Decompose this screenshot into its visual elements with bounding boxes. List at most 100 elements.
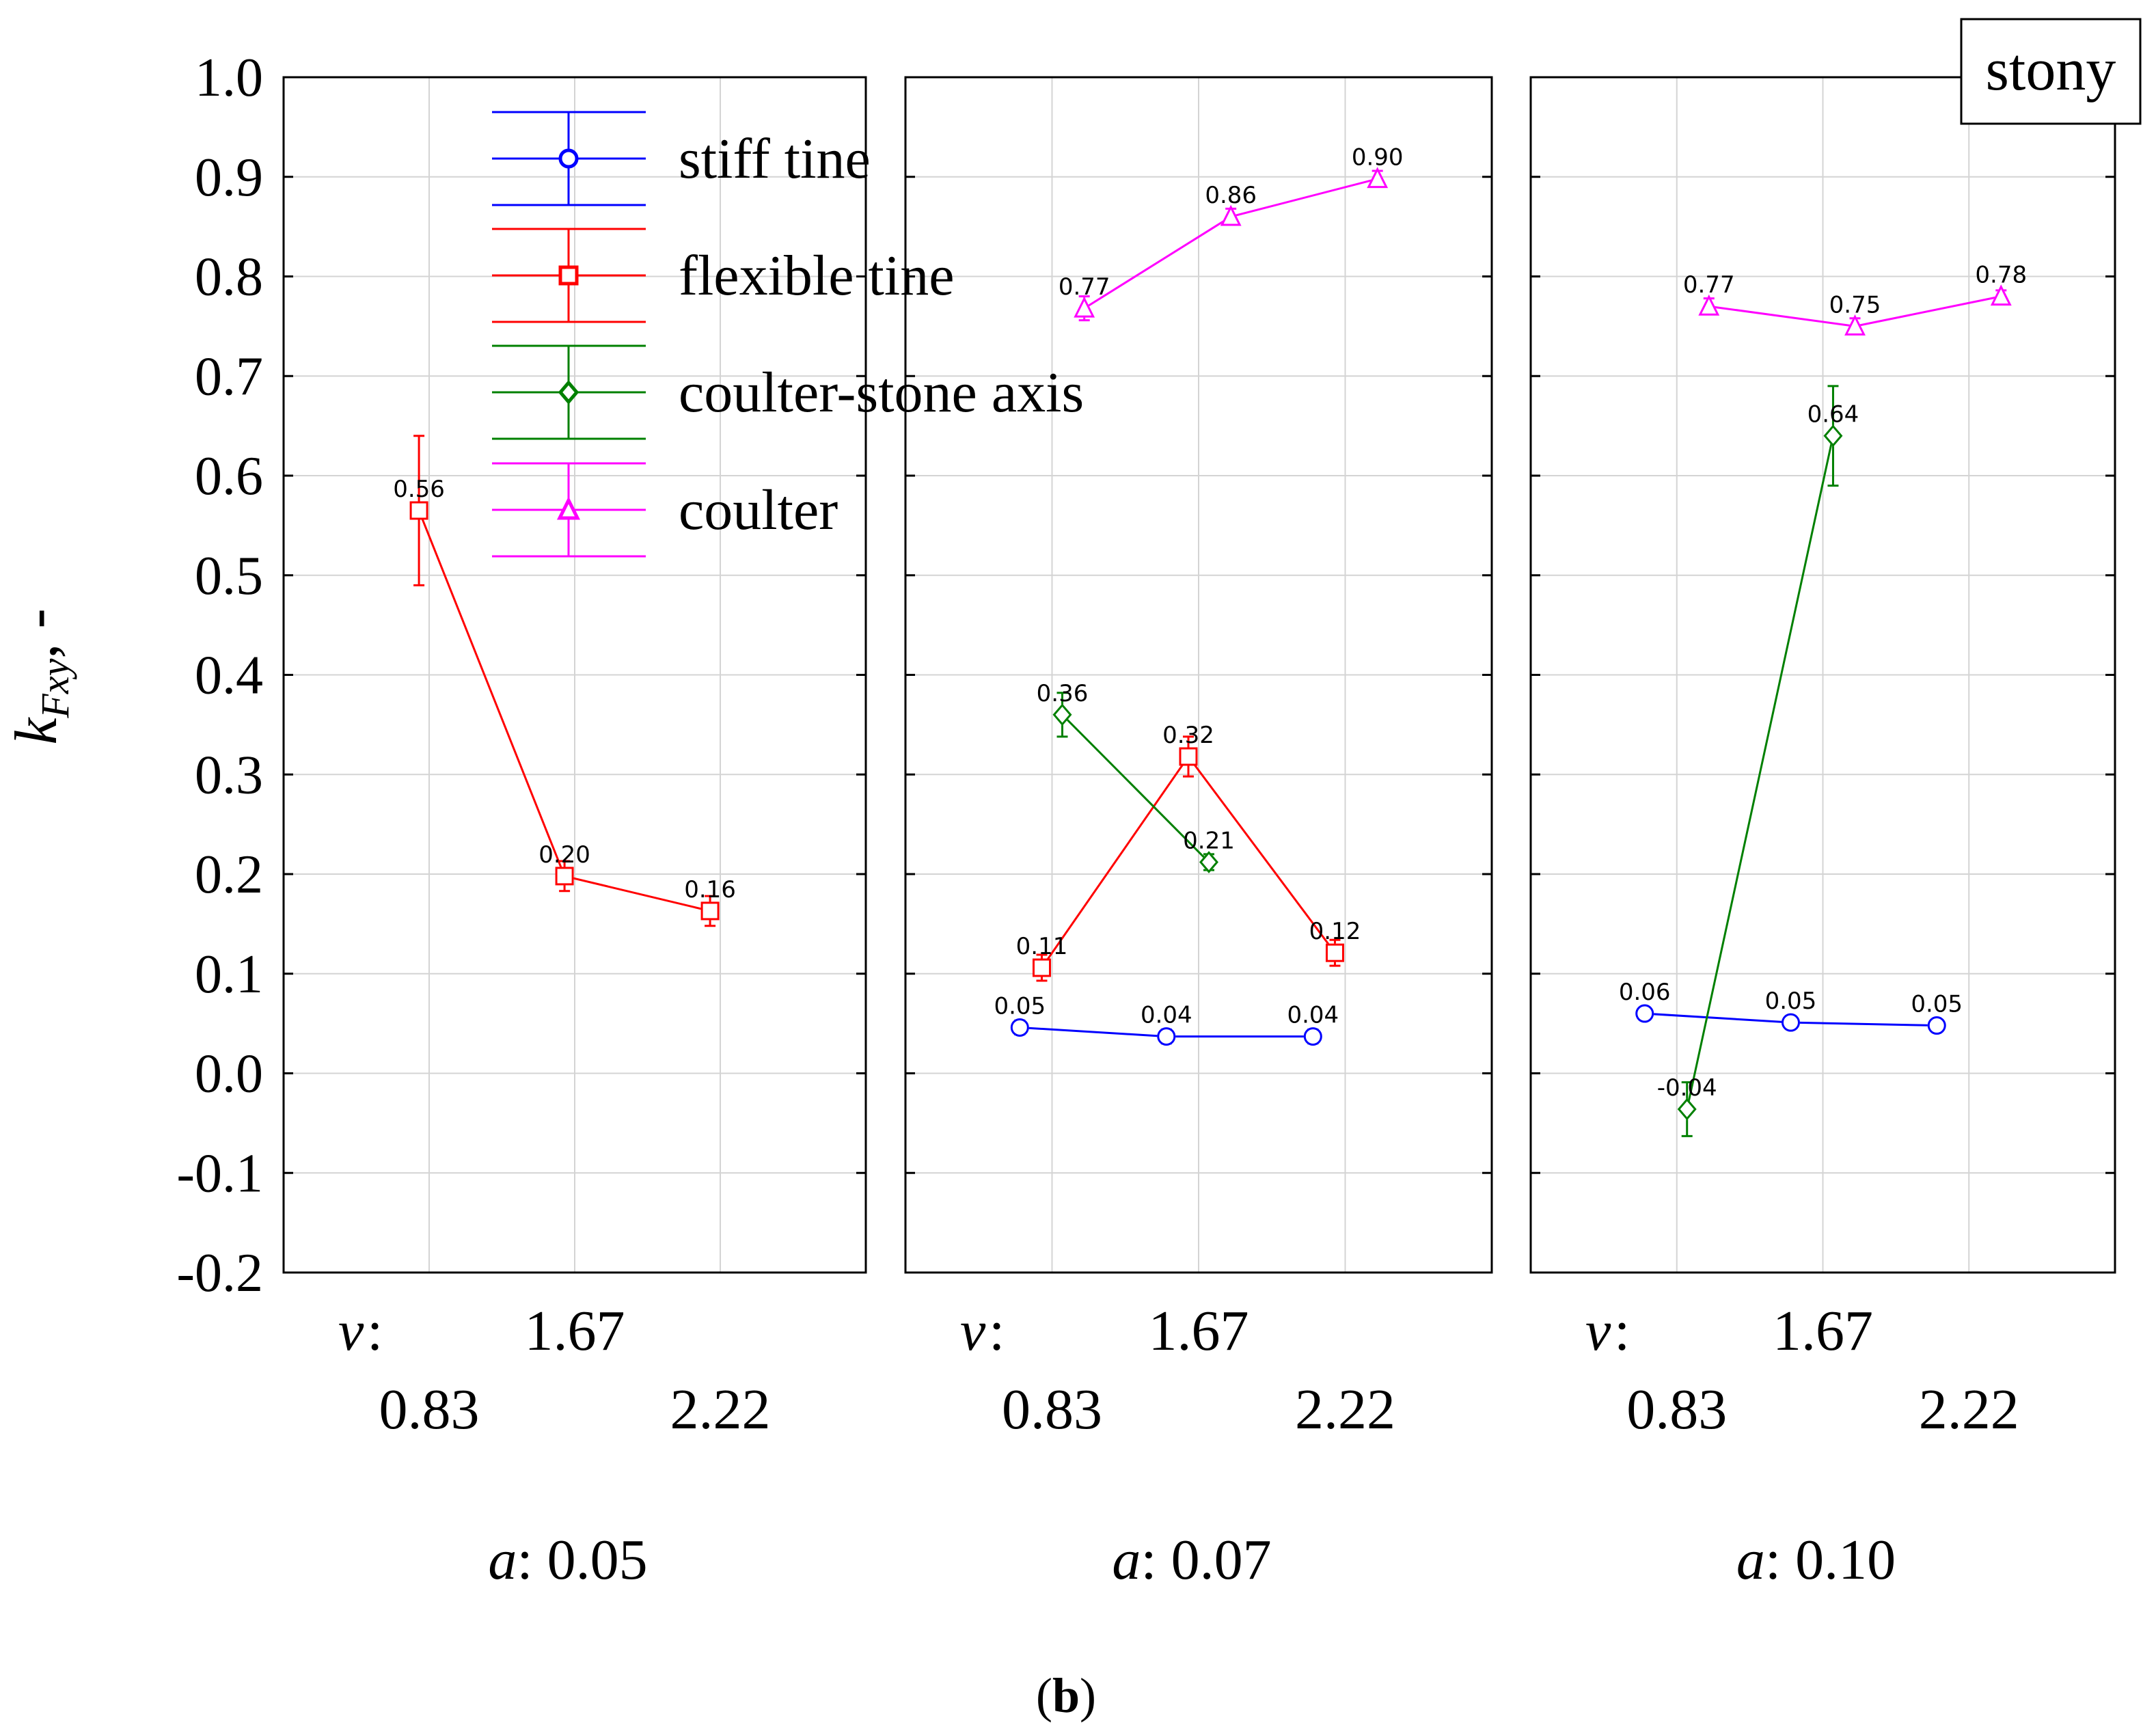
data-label: 0.04 <box>1141 1002 1192 1029</box>
data-point <box>1032 958 1051 977</box>
series-stiff-tine: 0.05 0.04 0.04 <box>994 992 1339 1046</box>
legend-item-2: flexible tine <box>492 228 955 323</box>
y-tick-label: 0.2 <box>195 845 263 905</box>
marker-bg <box>555 867 574 886</box>
marker-bg <box>1990 284 2012 306</box>
series-coulter: 0.77 0.86 0.90 <box>1059 144 1404 322</box>
y-tick-label: 0.1 <box>195 944 263 1005</box>
data-label: 0.11 <box>1016 933 1068 960</box>
marker-bg <box>1823 424 1843 448</box>
data-point <box>1199 851 1218 873</box>
legend-marker <box>556 496 581 520</box>
series-flexible-tine: 0.56 0.20 0.16 <box>393 435 736 927</box>
a-value: : 0.10 <box>1765 1528 1896 1592</box>
y-tick-label: -0.2 <box>176 1243 263 1303</box>
data-label: -0.04 <box>1657 1074 1717 1102</box>
y-axis-label-sub: Fxy <box>33 658 77 718</box>
v-colon: : <box>1614 1299 1630 1363</box>
data-point <box>1179 747 1198 766</box>
y-tick-label: 0.6 <box>195 446 263 506</box>
legend-label: coulter <box>679 478 838 542</box>
x-tick-label: 1.67 <box>1773 1299 1873 1363</box>
x-tick-label: 0.83 <box>1002 1378 1102 1441</box>
panel-1: 0.56 0.20 0.16 v: 1.67 0.83 2.22 a: 0.05 <box>282 76 867 1592</box>
data-point <box>409 501 428 520</box>
series-flexible-tine: 0.11 0.32 0.12 <box>1016 722 1361 982</box>
x-tick-label: 0.83 <box>379 1378 480 1441</box>
marker-bg <box>1074 296 1095 318</box>
data-label: 0.36 <box>1037 680 1089 707</box>
data-point <box>1220 204 1242 226</box>
panel-frame <box>282 76 867 1274</box>
data-label: 0.32 <box>1162 722 1214 749</box>
y-axis-label: kFxy, - <box>3 608 77 744</box>
data-label: 0.77 <box>1683 271 1735 299</box>
y-tick-label: 0.3 <box>195 745 263 805</box>
a-value: : 0.07 <box>1141 1528 1271 1592</box>
data-point <box>1844 314 1866 336</box>
legend: stiff tine flexible tine coulter-stone axi… <box>492 111 1084 558</box>
data-point <box>1635 1004 1654 1023</box>
marker-bg <box>1032 958 1051 977</box>
x-tick-label: 2.22 <box>1295 1378 1395 1441</box>
panel-frame <box>904 76 1493 1274</box>
data-label: 0.78 <box>1975 262 2027 289</box>
y-tick-label: 0.8 <box>195 247 263 308</box>
a-symbol: a <box>1736 1528 1765 1592</box>
data-point <box>1990 284 2012 306</box>
legend-marker <box>558 265 579 286</box>
a-symbol: a <box>488 1528 517 1592</box>
y-tick-label: 0.4 <box>195 646 263 706</box>
y-tick-label: 1.0 <box>195 48 263 108</box>
data-label: 0.06 <box>1619 979 1671 1006</box>
data-point <box>1052 703 1072 726</box>
y-tick-label: -0.1 <box>176 1143 263 1204</box>
a-label: a: 0.05 <box>488 1528 647 1592</box>
y-tick-label: 0.7 <box>195 346 263 407</box>
x-tick-label: 1.67 <box>525 1299 625 1363</box>
legend-label: stiff tine <box>679 127 871 191</box>
legend-item-1: stiff tine <box>492 111 871 206</box>
legend-item-3: coulter-stone axis <box>492 344 1084 440</box>
v-label: v <box>338 1299 364 1363</box>
data-point <box>555 867 574 886</box>
legend-marker <box>558 148 579 169</box>
x-tick-label: 0.83 <box>1626 1378 1727 1441</box>
data-point <box>1781 1013 1800 1032</box>
a-value: : 0.05 <box>517 1528 647 1592</box>
marker-bg <box>1698 294 1720 316</box>
data-point <box>1157 1027 1176 1046</box>
legend-item-4: coulter <box>492 462 838 558</box>
series-coulter-stone-axis: -0.04 0.64 <box>1657 385 1859 1137</box>
data-label: 0.20 <box>538 841 590 869</box>
data-label: 0.90 <box>1352 144 1404 172</box>
x-tick-label: 2.22 <box>1919 1378 2019 1441</box>
data-label: 0.04 <box>1287 1002 1339 1029</box>
marker-bg <box>1367 167 1389 189</box>
marker-bg <box>1179 747 1198 766</box>
data-label: 0.05 <box>1911 991 1963 1018</box>
data-label: 0.64 <box>1807 401 1859 429</box>
legend-label: coulter-stone axis <box>679 361 1084 424</box>
y-axis: 1.0 0.9 0.8 0.7 0.6 0.5 0.4 0.3 0.2 0.1 0.0 -0.1 -0.… <box>176 48 263 1303</box>
marker-bg <box>409 501 428 520</box>
a-label: a: 0.10 <box>1736 1528 1896 1592</box>
data-point <box>1823 424 1843 448</box>
series-line <box>1061 713 1210 863</box>
data-point <box>700 901 720 921</box>
data-label: 0.75 <box>1829 291 1881 318</box>
caption: (b) <box>1036 1668 1096 1723</box>
data-label: 0.86 <box>1205 182 1257 209</box>
series-line <box>1041 754 1336 968</box>
a-symbol: a <box>1112 1528 1141 1592</box>
x-tick-label: 2.22 <box>670 1378 771 1441</box>
data-point <box>1074 296 1095 318</box>
series-line <box>1686 435 1834 1110</box>
y-tick-label: 0.0 <box>195 1044 263 1104</box>
v-colon: : <box>989 1299 1005 1363</box>
series-stiff-tine: 0.06 0.05 0.05 <box>1619 979 1963 1035</box>
data-label: 0.12 <box>1309 918 1361 945</box>
stony-label: stony <box>1986 37 2116 103</box>
data-label: 0.16 <box>684 876 736 903</box>
